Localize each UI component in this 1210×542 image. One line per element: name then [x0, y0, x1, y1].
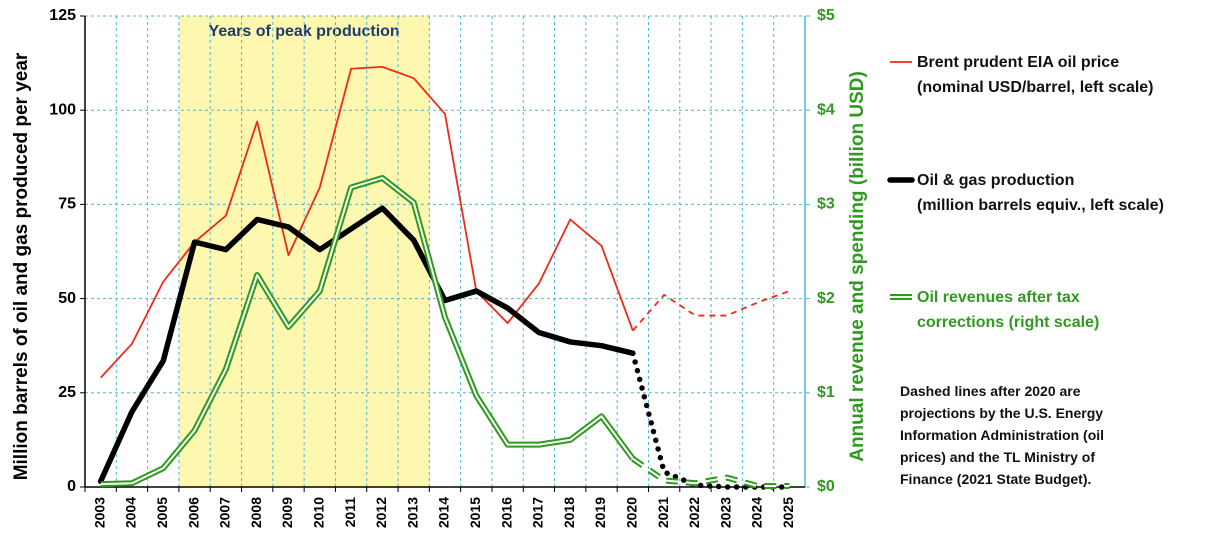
x-tick-label: 2021	[655, 497, 671, 528]
x-tick-label: 2024	[749, 497, 765, 528]
y2-tick-label: $2	[817, 290, 835, 307]
x-tick-label: 2003	[91, 497, 107, 528]
x-tick-label: 2004	[123, 497, 139, 528]
x-tick-label: 2007	[217, 497, 233, 528]
x-tick-label: 2018	[561, 497, 577, 528]
series-line	[99, 65, 634, 379]
y-tick-label: 0	[67, 478, 76, 495]
y2-tick-label: $0	[817, 478, 835, 495]
series-line	[632, 290, 790, 332]
x-tick-label: 2022	[686, 497, 702, 528]
x-tick-label: 2019	[592, 497, 608, 528]
x-tick-label: 2013	[404, 497, 420, 528]
legend-label: Brent prudent EIA oil price (nominal USD…	[917, 54, 1154, 96]
x-tick-label: 2016	[498, 497, 514, 528]
y2-tick-label: $4	[817, 101, 835, 118]
x-tick-label: 2005	[154, 497, 170, 528]
x-tick-label: 2023	[717, 497, 733, 528]
y-tick-label: 75	[58, 196, 76, 213]
legend-label: Oil & gas production (million barrels eq…	[917, 172, 1164, 214]
y2-tick-label: $5	[817, 7, 835, 24]
x-tick-label: 2008	[248, 497, 264, 528]
x-tick-label: 2006	[185, 497, 201, 528]
y-tick-label: 125	[49, 7, 76, 24]
y2-axis-label: Annual revenue and spending (billion USD…	[847, 71, 868, 462]
y2-tick-label: $3	[817, 196, 835, 213]
x-tick-label: 2015	[467, 497, 483, 528]
x-tick-label: 2012	[373, 497, 389, 528]
x-tick-label: 2025	[780, 497, 796, 528]
annotation: Years of peak production	[209, 23, 400, 40]
y-tick-label: 25	[58, 384, 76, 401]
series-line	[100, 177, 634, 486]
y-axis-label: Million barrels of oil and gas produced …	[11, 52, 32, 480]
y-tick-label: 50	[58, 290, 76, 307]
note: Dashed lines after 2020 are projections …	[900, 383, 1105, 487]
y2-tick-label: $1	[817, 384, 835, 401]
x-tick-label: 2014	[436, 497, 452, 528]
series-line	[97, 205, 636, 485]
x-tick-label: 2011	[342, 497, 358, 528]
x-tick-label: 2020	[624, 497, 640, 528]
x-tick-label: 2010	[310, 497, 326, 528]
x-tick-label: 2009	[279, 497, 295, 528]
legend-label: Oil revenues after tax corrections (righ…	[917, 289, 1100, 331]
y-tick-label: 100	[49, 101, 76, 118]
series-line	[630, 350, 793, 490]
x-tick-label: 2017	[530, 497, 546, 528]
series-line	[632, 457, 790, 488]
